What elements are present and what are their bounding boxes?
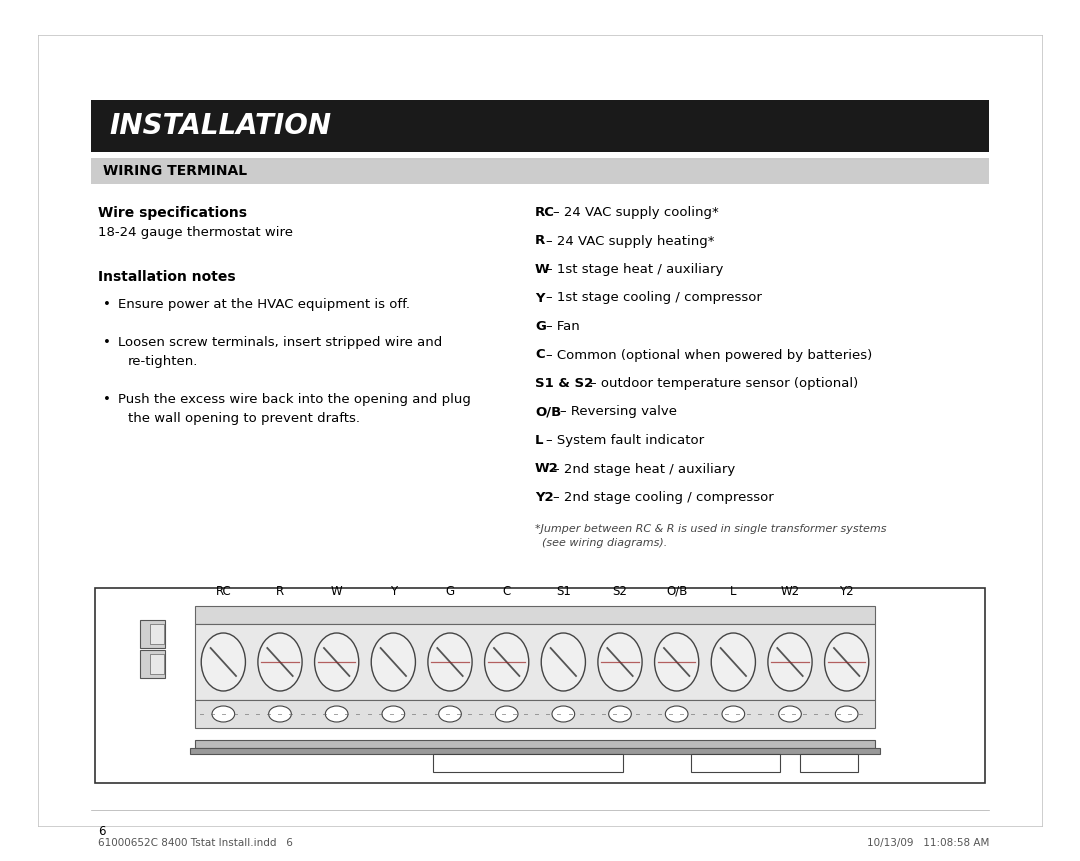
Bar [433, 754, 623, 772]
Text: Wire specifications: Wire specifications [98, 206, 247, 220]
Text: •: • [103, 393, 111, 406]
Text: Y: Y [390, 585, 396, 598]
Text: 61000652C 8400 Tstat Install.indd   6: 61000652C 8400 Tstat Install.indd 6 [98, 838, 293, 848]
Text: C: C [502, 585, 511, 598]
Ellipse shape [372, 633, 416, 691]
Bar [150, 624, 164, 644]
Text: – System fault indicator: – System fault indicator [545, 434, 704, 447]
Text: WIRING TERMINAL: WIRING TERMINAL [103, 164, 247, 178]
Text: – Fan: – Fan [545, 320, 579, 333]
Ellipse shape [258, 633, 302, 691]
Bar [195, 606, 875, 624]
Bar [195, 740, 875, 748]
Text: 10/13/09   11:08:58 AM: 10/13/09 11:08:58 AM [866, 838, 989, 848]
Bar [195, 700, 875, 728]
Bar [190, 748, 880, 754]
Ellipse shape [496, 706, 518, 722]
Ellipse shape [552, 706, 575, 722]
Text: (see wiring diagrams).: (see wiring diagrams). [535, 537, 667, 548]
Text: RC: RC [215, 585, 231, 598]
Ellipse shape [485, 633, 529, 691]
Text: G: G [535, 320, 545, 333]
Ellipse shape [712, 633, 755, 691]
Text: S1 & S2: S1 & S2 [535, 377, 593, 390]
Ellipse shape [325, 706, 348, 722]
Text: W2: W2 [781, 585, 799, 598]
Text: the wall opening to prevent drafts.: the wall opening to prevent drafts. [129, 412, 360, 425]
Bar [91, 100, 989, 152]
Text: INSTALLATION: INSTALLATION [109, 112, 332, 140]
Text: L: L [730, 585, 737, 598]
Bar [95, 588, 985, 783]
Ellipse shape [541, 633, 585, 691]
Text: – 1st stage cooling / compressor: – 1st stage cooling / compressor [545, 292, 761, 305]
Ellipse shape [835, 706, 858, 722]
Text: S2: S2 [612, 585, 627, 598]
Text: – Common (optional when powered by batteries): – Common (optional when powered by batte… [545, 349, 872, 362]
Bar [195, 624, 875, 700]
Ellipse shape [428, 633, 472, 691]
Ellipse shape [665, 706, 688, 722]
Ellipse shape [654, 633, 699, 691]
Ellipse shape [723, 706, 745, 722]
Bar [150, 654, 164, 674]
Text: S1: S1 [556, 585, 570, 598]
Bar [140, 650, 165, 678]
Text: – 1st stage heat / auxiliary: – 1st stage heat / auxiliary [545, 263, 723, 276]
Text: – 24 VAC supply heating*: – 24 VAC supply heating* [545, 234, 714, 247]
Text: C: C [535, 349, 544, 362]
Ellipse shape [212, 706, 234, 722]
Text: Loosen screw terminals, insert stripped wire and: Loosen screw terminals, insert stripped … [118, 336, 442, 349]
Bar [91, 158, 989, 184]
Ellipse shape [609, 706, 632, 722]
Text: W: W [330, 585, 342, 598]
Text: – Reversing valve: – Reversing valve [561, 406, 677, 418]
Text: RC: RC [535, 206, 555, 219]
Text: •: • [103, 336, 111, 349]
Ellipse shape [314, 633, 359, 691]
Text: Ensure power at the HVAC equipment is off.: Ensure power at the HVAC equipment is of… [118, 298, 410, 311]
Ellipse shape [768, 633, 812, 691]
Text: re-tighten.: re-tighten. [129, 355, 199, 368]
Text: *Jumper between RC & R is used in single transformer systems: *Jumper between RC & R is used in single… [535, 523, 887, 534]
Bar [691, 754, 780, 772]
Text: Y2: Y2 [839, 585, 854, 598]
Bar [800, 754, 858, 772]
Text: Y2: Y2 [535, 491, 554, 504]
Ellipse shape [824, 633, 868, 691]
Ellipse shape [382, 706, 405, 722]
Text: Y: Y [535, 292, 544, 305]
Bar [140, 620, 165, 648]
Text: O/B: O/B [666, 585, 687, 598]
Text: – 2nd stage cooling / compressor: – 2nd stage cooling / compressor [553, 491, 773, 504]
Ellipse shape [779, 706, 801, 722]
Text: G: G [445, 585, 455, 598]
Text: •: • [103, 298, 111, 311]
Ellipse shape [201, 633, 245, 691]
Text: O/B: O/B [535, 406, 562, 418]
Text: L: L [535, 434, 543, 447]
Text: – outdoor temperature sensor (optional): – outdoor temperature sensor (optional) [591, 377, 859, 390]
Ellipse shape [598, 633, 643, 691]
Text: Installation notes: Installation notes [98, 270, 235, 284]
Text: Push the excess wire back into the opening and plug: Push the excess wire back into the openi… [118, 393, 471, 406]
Text: 18-24 gauge thermostat wire: 18-24 gauge thermostat wire [98, 226, 293, 239]
Text: W: W [535, 263, 550, 276]
Text: – 2nd stage heat / auxiliary: – 2nd stage heat / auxiliary [553, 462, 735, 475]
Text: R: R [535, 234, 545, 247]
Text: 6: 6 [98, 825, 106, 838]
Text: W2: W2 [535, 462, 558, 475]
Ellipse shape [438, 706, 461, 722]
Ellipse shape [269, 706, 292, 722]
Text: R: R [275, 585, 284, 598]
Text: – 24 VAC supply cooling*: – 24 VAC supply cooling* [553, 206, 719, 219]
